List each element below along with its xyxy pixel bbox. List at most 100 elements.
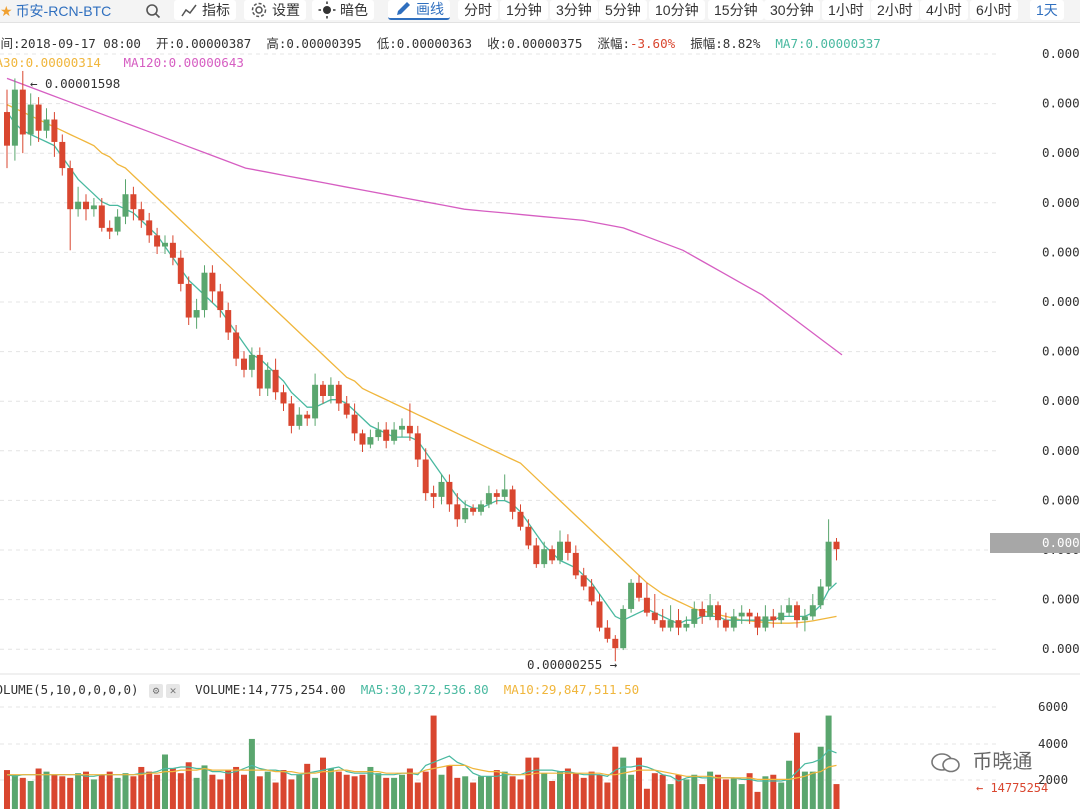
volume-bar: [106, 771, 113, 809]
volume-bar: [825, 715, 832, 809]
volume-bar: [414, 782, 421, 809]
volume-bar: [446, 765, 453, 809]
volume-bar: [786, 760, 793, 809]
volume-bar: [762, 776, 769, 809]
volume-bar: [406, 768, 413, 809]
candle-body: [225, 310, 232, 333]
volume-bar: [501, 771, 508, 809]
volume-bar: [320, 757, 326, 809]
candle-body: [612, 638, 619, 649]
settings-button[interactable]: 设置: [244, 0, 306, 20]
candle-body: [517, 511, 524, 527]
candle-body: [51, 119, 58, 142]
period-tab-2[interactable]: 3分钟: [550, 0, 598, 20]
candle-body: [296, 414, 303, 426]
volume-bar: [272, 782, 279, 809]
volume-axis-label: 6000: [1038, 699, 1068, 714]
candle-body: [628, 582, 635, 609]
candle-body: [667, 620, 674, 628]
volume-bar: [509, 776, 516, 809]
indicators-button[interactable]: 指标: [174, 0, 236, 20]
volume-bar: [264, 771, 271, 809]
volume-bar: [122, 773, 129, 809]
volume-bar: [517, 779, 524, 809]
period-tab-9[interactable]: 4小时: [920, 0, 968, 20]
volume-bar: [722, 779, 729, 809]
period-tab-7[interactable]: 1小时: [822, 0, 870, 20]
candle-body: [454, 504, 461, 520]
period-tab-0[interactable]: 分时: [458, 0, 498, 20]
volume-bar: [462, 776, 469, 809]
candle-body: [738, 612, 745, 617]
close-icon[interactable]: ✕: [166, 683, 181, 698]
candle-body: [304, 414, 311, 419]
volume-bar: [391, 777, 398, 809]
period-tab-5[interactable]: 15分钟: [708, 0, 764, 20]
candle-body: [320, 384, 326, 396]
volume-bar: [730, 777, 737, 809]
candle-body: [138, 209, 145, 221]
price-axis-label: 0.0000: [1042, 443, 1080, 458]
volume-bar: [778, 782, 785, 809]
volume-bar: [4, 770, 10, 809]
candle-body: [343, 403, 350, 415]
draw-line-button[interactable]: 画线: [388, 0, 450, 20]
volume-bar: [399, 774, 405, 809]
price-axis-label: 0.0000: [1042, 96, 1080, 111]
candle-body: [367, 437, 374, 445]
info-change: -3.60%: [629, 36, 676, 51]
sun-icon: [318, 1, 336, 19]
volume-bar: [114, 777, 121, 809]
period-tab-6[interactable]: 30分钟: [764, 0, 820, 20]
candle-body: [375, 429, 382, 438]
volume-bar: [596, 774, 603, 809]
volume-marker: ← 14775254: [976, 781, 1048, 795]
volume-bar: [580, 777, 587, 809]
candle-body: [169, 242, 176, 258]
volume-value: VOLUME:14,775,254.00: [195, 682, 346, 697]
period-tab-4[interactable]: 10分钟: [649, 0, 705, 20]
candle-body: [438, 481, 445, 497]
symbol-selector[interactable]: ★ 币安-RCN-BTC: [0, 0, 111, 22]
volume-bar: [193, 777, 200, 809]
volume-bar: [525, 757, 532, 809]
candle-body: [233, 332, 240, 359]
period-tab-active[interactable]: 1天: [1030, 0, 1064, 20]
candle-body: [762, 616, 769, 628]
candle-body: [557, 541, 563, 561]
volume-bar: [27, 780, 34, 809]
dark-mode-button[interactable]: 暗色: [312, 0, 374, 20]
candle-body: [817, 586, 824, 606]
candle-body: [27, 104, 34, 135]
volume-bar: [304, 763, 311, 809]
candle-body: [683, 623, 690, 628]
candle-body: [493, 493, 500, 497]
volume-bar: [256, 776, 263, 809]
period-tab-10[interactable]: 6小时: [970, 0, 1018, 20]
period-tab-3[interactable]: 5分钟: [599, 0, 647, 20]
candle-body: [643, 597, 650, 613]
volume-bar: [454, 777, 461, 809]
candle-body: [485, 493, 492, 505]
volume-bar: [675, 774, 682, 809]
volume-ma10: MA10:29,847,511.50: [503, 682, 640, 697]
search-button[interactable]: [144, 0, 166, 22]
volume-bar: [296, 774, 303, 809]
volume-bars: [4, 715, 840, 809]
candle-body: [201, 272, 208, 311]
candle-body: [588, 586, 595, 602]
candle-body: [525, 526, 532, 546]
period-tab-1[interactable]: 1分钟: [500, 0, 548, 20]
volume-bar: [659, 774, 666, 809]
candle-body: [675, 620, 682, 628]
volume-bar: [628, 774, 635, 809]
candle-body: [462, 508, 469, 520]
volume-axis-label: 2000: [1038, 772, 1068, 787]
volume-bar: [738, 784, 745, 809]
volume-ma10-line: [7, 764, 837, 781]
candle-body: [509, 489, 516, 512]
candle-body: [75, 201, 82, 210]
gear-icon[interactable]: ⚙: [149, 683, 164, 698]
period-tab-8[interactable]: 2小时: [871, 0, 919, 20]
volume-bar: [715, 774, 721, 809]
